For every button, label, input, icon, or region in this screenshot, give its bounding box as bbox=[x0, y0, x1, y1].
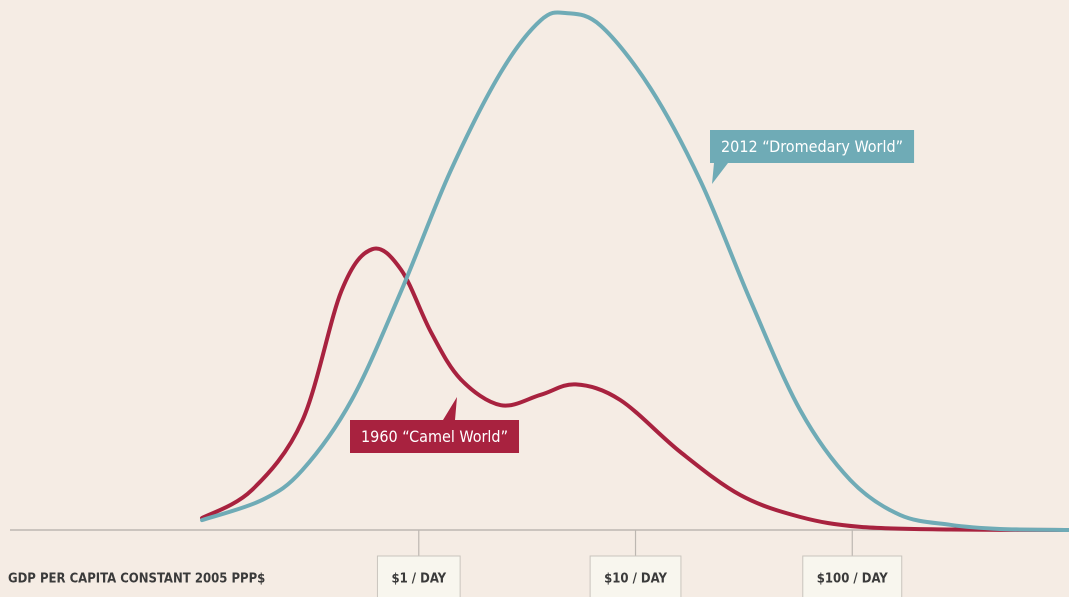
series-label: 1960 “Camel World” bbox=[361, 427, 508, 446]
callout-box bbox=[710, 130, 915, 184]
tick-label-box bbox=[802, 555, 903, 597]
tick-label-box bbox=[376, 555, 461, 597]
x-tick-label: $10 / DAY bbox=[604, 572, 667, 587]
series-label: 2012 “Dromedary World” bbox=[721, 137, 903, 156]
x-tick-label: $100 / DAY bbox=[817, 572, 888, 587]
x-tick-label: $1 / DAY bbox=[391, 572, 446, 587]
tick-label-box bbox=[589, 555, 682, 597]
callout-box bbox=[350, 397, 520, 453]
series-line bbox=[200, 246, 1069, 532]
series-line bbox=[200, 10, 1069, 532]
x-axis-label: GDP PER CAPITA CONSTANT 2005 PPP$ bbox=[8, 572, 265, 587]
